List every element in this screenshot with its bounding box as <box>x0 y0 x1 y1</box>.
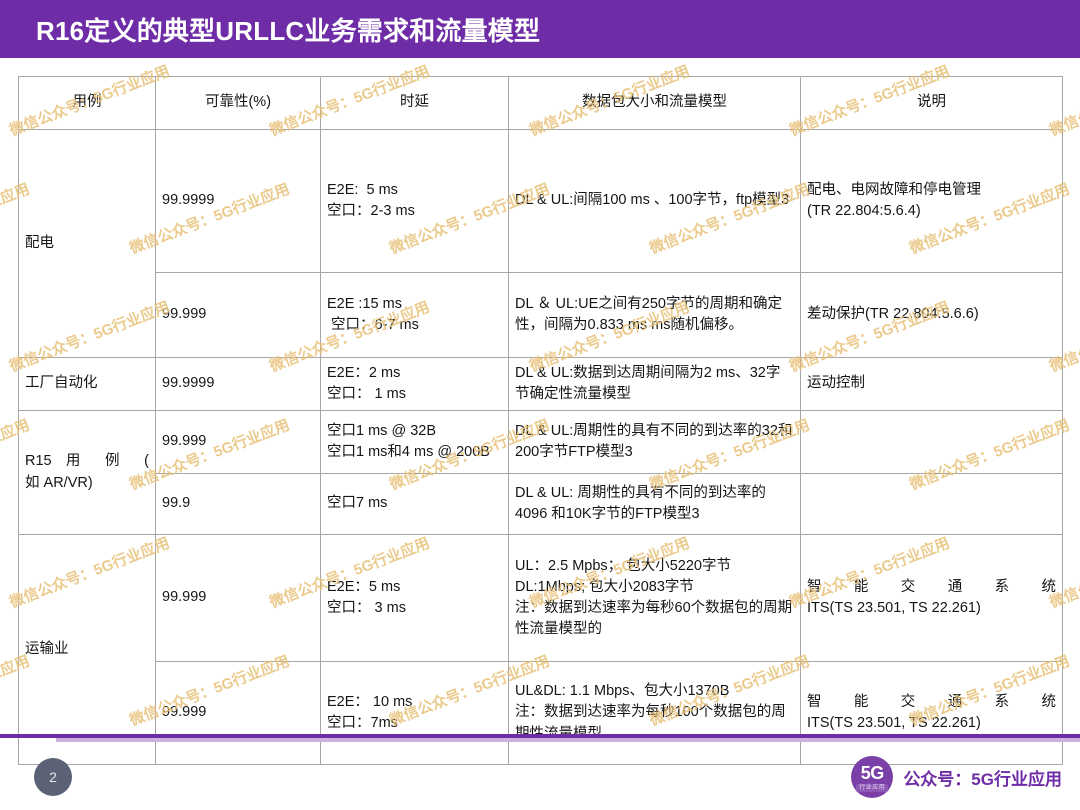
table-row: 99.999 E2E :15 ms 空口：6-7 ms DL ＆ UL:UE之间… <box>19 272 1063 358</box>
description-line: 配电、电网故障和停电管理 <box>807 181 981 198</box>
brand-logo-sub-text: 行业应用 <box>856 784 889 792</box>
cell-usecase: 工厂自动化 <box>18 357 156 411</box>
column-header-description: 说明 <box>800 76 1063 130</box>
cell-packet-model: UL&DL: 1.1 Mbps、包大小1370B 注：数据到达速率为每秒100个… <box>508 661 801 765</box>
cell-reliability: 99.999 <box>155 272 321 358</box>
cell-usecase: R15 用 例 ( 如 AR/VR) <box>18 410 156 535</box>
cell-usecase: 配电 <box>18 129 156 358</box>
latency-line: E2E： 10 ms <box>327 693 413 710</box>
packet-line: UL：2.5 Mpbs； 包大小5220字节DL:1Mbps; 包大小2083字… <box>515 557 731 595</box>
cell-description <box>800 473 1063 535</box>
table-row: 配电 99.9999 E2E: 5 ms 空口：2-3 ms DL & UL:间… <box>18 129 1063 358</box>
table-row: 99.999 E2E： 10 ms 空口：7ms UL&DL: 1.1 Mbps… <box>19 661 1063 765</box>
cell-latency: E2E：5 ms 空口： 3 ms <box>320 534 509 662</box>
table-row: 工厂自动化 99.9999 E2E：2 ms 空口： 1 ms DL & UL:… <box>18 357 1063 411</box>
table-row: 99.9 空口7 ms DL & UL: 周期性的具有不同的到达率的4096 和… <box>19 473 1063 535</box>
latency-line: 空口： 3 ms <box>327 600 406 616</box>
brand-5g-logo-icon: 5G 行业应用 <box>851 756 894 798</box>
description-line: 智能交通系统 <box>807 578 1056 595</box>
packet-line: 注：数据到达速率为每秒60个数据包的周期性流量模型的 <box>515 600 793 638</box>
table-row: 运输业 99.999 E2E：5 ms 空口： 3 ms UL：2.5 Mpbs… <box>18 534 1063 765</box>
latency-line: 空口：2-3 ms <box>327 203 415 219</box>
page-title: R16定义的典型URLLC业务需求和流量模型 <box>36 16 541 46</box>
table-row: R15 用 例 ( 如 AR/VR) 99.999 空口1 ms @ 32B 空… <box>18 410 1063 535</box>
usecase-line: 如 AR/VR) <box>25 474 93 491</box>
cell-packet-model: DL & UL:间隔100 ms 、100字节，ftp模型3 <box>508 129 801 273</box>
column-header-usecase: 用例 <box>18 76 156 130</box>
packet-line: UL&DL: 1.1 Mbps、包大小1370B <box>515 683 730 700</box>
description-line: 智能交通系统 <box>807 693 1056 710</box>
cell-packet-model: DL ＆ UL:UE之间有250字节的周期和确定性，间隔为0.833 ms ms… <box>508 272 801 358</box>
column-header-packet-model: 数据包大小和流量模型 <box>508 76 801 130</box>
usecase-line: R15 用 例 ( <box>25 453 149 470</box>
page-number-badge: 2 <box>34 758 72 796</box>
latency-line: 空口： 1 ms <box>327 386 406 402</box>
latency-line: E2E :15 ms <box>327 295 402 312</box>
brand-logo-main-text: 5G <box>860 763 885 783</box>
description-line: ITS(TS 23.501, TS 22.261) <box>807 715 981 731</box>
cell-reliability: 99.999 <box>155 410 321 474</box>
cell-latency: E2E :15 ms 空口：6-7 ms <box>320 272 509 358</box>
cell-description <box>800 410 1063 474</box>
cell-packet-model: DL & UL:周期性的具有不同的到达率的32和200字节FTP模型3 <box>508 410 801 474</box>
cell-latency: E2E: 5 ms 空口：2-3 ms <box>320 129 509 273</box>
column-header-reliability: 可靠性(%) <box>155 76 321 130</box>
brand-account-text: 公众号：5G行业应用 <box>903 769 1062 789</box>
cell-description: 差动保护(TR 22.804:5.6.6) <box>800 272 1063 358</box>
latency-line: 空口：7ms <box>327 715 398 731</box>
cell-latency: E2E： 10 ms 空口：7ms <box>320 661 509 765</box>
cell-reliability: 99.9999 <box>155 129 321 273</box>
cell-latency: 空口7 ms <box>320 473 509 535</box>
description-line: ITS(TS 23.501, TS 22.261) <box>807 600 981 616</box>
footer-divider <box>0 734 1080 738</box>
cell-usecase: 运输业 <box>18 534 156 765</box>
cell-packet-model: UL：2.5 Mpbs； 包大小5220字节DL:1Mbps; 包大小2083字… <box>508 534 801 662</box>
urllc-requirements-table: 用例 可靠性(%) 时延 数据包大小和流量模型 说明 配电 99.9999 E2… <box>18 76 1063 765</box>
footer-divider-light <box>56 738 1080 742</box>
column-header-latency: 时延 <box>320 76 509 130</box>
table-header-row: 用例 可靠性(%) 时延 数据包大小和流量模型 说明 <box>18 76 1063 130</box>
cell-reliability: 99.9 <box>155 473 321 535</box>
brand-footer: 5G 行业应用 公众号：5G行业应用 <box>851 756 1062 798</box>
cell-reliability: 99.999 <box>155 534 321 662</box>
cell-description: 配电、电网故障和停电管理 (TR 22.804:5.6.4) <box>800 129 1063 273</box>
cell-latency: 空口1 ms @ 32B 空口1 ms和4 ms @ 200B <box>320 410 509 474</box>
cell-packet-model: DL & UL:数据到达周期间隔为2 ms、32字节确定性流量模型 <box>508 357 801 411</box>
cell-description: 智能交通系统 ITS(TS 23.501, TS 22.261) <box>800 534 1063 662</box>
latency-line: E2E: 5 ms <box>327 181 398 198</box>
cell-reliability: 99.999 <box>155 661 321 765</box>
latency-line: 空口1 ms @ 32B <box>327 422 436 439</box>
latency-line: E2E：2 ms <box>327 364 401 381</box>
latency-line: E2E：5 ms <box>327 578 401 595</box>
cell-reliability: 99.9999 <box>155 357 321 411</box>
description-line: (TR 22.804:5.6.4) <box>807 203 921 219</box>
cell-latency: E2E：2 ms 空口： 1 ms <box>320 357 509 411</box>
cell-description: 运动控制 <box>800 357 1063 411</box>
slide-title-bar: R16定义的典型URLLC业务需求和流量模型 <box>0 0 1080 58</box>
latency-line: 空口1 ms和4 ms @ 200B <box>327 444 490 460</box>
latency-line: 空口：6-7 ms <box>327 317 419 333</box>
cell-description: 智能交通系统 ITS(TS 23.501, TS 22.261) <box>800 661 1063 765</box>
cell-packet-model: DL & UL: 周期性的具有不同的到达率的4096 和10K字节的FTP模型3 <box>508 473 801 535</box>
